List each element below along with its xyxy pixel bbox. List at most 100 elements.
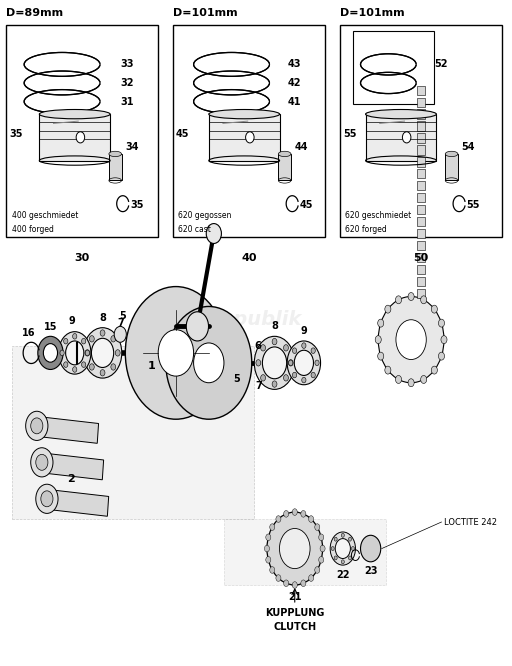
Bar — [417, 217, 425, 226]
Circle shape — [431, 305, 437, 313]
FancyBboxPatch shape — [224, 519, 386, 585]
Text: 42: 42 — [287, 78, 301, 88]
Bar — [417, 157, 425, 166]
Circle shape — [385, 366, 391, 374]
Text: 30: 30 — [75, 254, 90, 264]
Bar — [417, 169, 425, 178]
Bar — [353, 31, 434, 104]
Circle shape — [284, 375, 288, 381]
Text: 620 gegossen: 620 gegossen — [178, 211, 232, 220]
Circle shape — [385, 305, 391, 313]
Circle shape — [408, 292, 414, 300]
Circle shape — [302, 343, 306, 348]
Circle shape — [63, 338, 68, 344]
Circle shape — [395, 376, 401, 384]
Circle shape — [26, 412, 48, 440]
Text: 34: 34 — [125, 143, 139, 153]
Text: 2: 2 — [67, 474, 75, 484]
Text: 33: 33 — [120, 59, 134, 69]
Circle shape — [267, 512, 323, 585]
Text: CLUTCH: CLUTCH — [273, 621, 316, 631]
Circle shape — [36, 484, 58, 513]
Bar — [366, 114, 436, 161]
Ellipse shape — [445, 151, 458, 157]
Bar — [417, 133, 425, 143]
Ellipse shape — [109, 151, 121, 157]
Circle shape — [31, 418, 43, 434]
Bar — [417, 145, 425, 155]
Circle shape — [287, 341, 321, 385]
Circle shape — [270, 567, 275, 573]
Text: 16: 16 — [22, 328, 35, 338]
Circle shape — [311, 348, 315, 354]
Text: 8: 8 — [99, 313, 106, 323]
Circle shape — [256, 360, 261, 366]
Circle shape — [378, 319, 384, 327]
Circle shape — [81, 362, 86, 368]
Circle shape — [36, 454, 48, 470]
Circle shape — [330, 532, 355, 565]
Bar — [417, 276, 425, 286]
Circle shape — [431, 366, 437, 374]
Bar — [417, 253, 425, 262]
Circle shape — [81, 338, 86, 344]
Text: 40: 40 — [242, 254, 257, 264]
Circle shape — [315, 523, 320, 530]
Circle shape — [438, 319, 444, 327]
Bar — [417, 288, 425, 298]
Bar — [417, 181, 425, 190]
Circle shape — [206, 224, 221, 244]
Circle shape — [378, 296, 444, 383]
Circle shape — [421, 296, 426, 304]
Circle shape — [262, 347, 287, 379]
Circle shape — [320, 545, 325, 552]
Bar — [42, 489, 109, 516]
Circle shape — [315, 567, 320, 573]
Circle shape — [100, 330, 105, 336]
Text: 45: 45 — [176, 129, 189, 139]
Circle shape — [100, 370, 105, 376]
Bar — [340, 25, 502, 237]
Text: 15: 15 — [44, 322, 57, 332]
Circle shape — [186, 312, 208, 341]
Ellipse shape — [209, 109, 280, 119]
Circle shape — [421, 376, 426, 384]
Circle shape — [264, 545, 269, 552]
Circle shape — [302, 378, 306, 383]
Text: Republik: Republik — [207, 310, 302, 329]
Bar — [174, 25, 325, 237]
Circle shape — [284, 511, 289, 517]
Circle shape — [83, 328, 122, 378]
Circle shape — [114, 326, 126, 342]
Text: 620 geschmiedet: 620 geschmiedet — [346, 211, 412, 220]
Circle shape — [289, 360, 293, 366]
Circle shape — [315, 360, 319, 366]
Bar — [209, 114, 280, 161]
Text: 620 forged: 620 forged — [346, 224, 387, 234]
Circle shape — [254, 336, 295, 390]
Circle shape — [309, 575, 314, 581]
Text: 22: 22 — [336, 571, 350, 581]
Circle shape — [58, 332, 91, 374]
Text: 50: 50 — [414, 254, 429, 264]
Circle shape — [318, 557, 324, 563]
Bar — [417, 97, 425, 107]
Bar — [445, 154, 458, 180]
Ellipse shape — [39, 109, 110, 119]
Circle shape — [31, 448, 53, 477]
Circle shape — [60, 350, 64, 356]
Circle shape — [44, 344, 57, 362]
Text: 35: 35 — [9, 129, 23, 139]
Circle shape — [272, 338, 277, 345]
Text: 5: 5 — [233, 374, 240, 384]
Bar — [417, 86, 425, 95]
Text: 52: 52 — [434, 59, 447, 69]
Text: 400 geschmiedet: 400 geschmiedet — [11, 211, 78, 220]
Bar — [109, 154, 121, 180]
Text: 35: 35 — [131, 200, 144, 210]
Circle shape — [402, 132, 411, 143]
Circle shape — [73, 367, 77, 372]
Circle shape — [334, 556, 337, 560]
Circle shape — [342, 560, 345, 564]
Circle shape — [292, 348, 296, 354]
